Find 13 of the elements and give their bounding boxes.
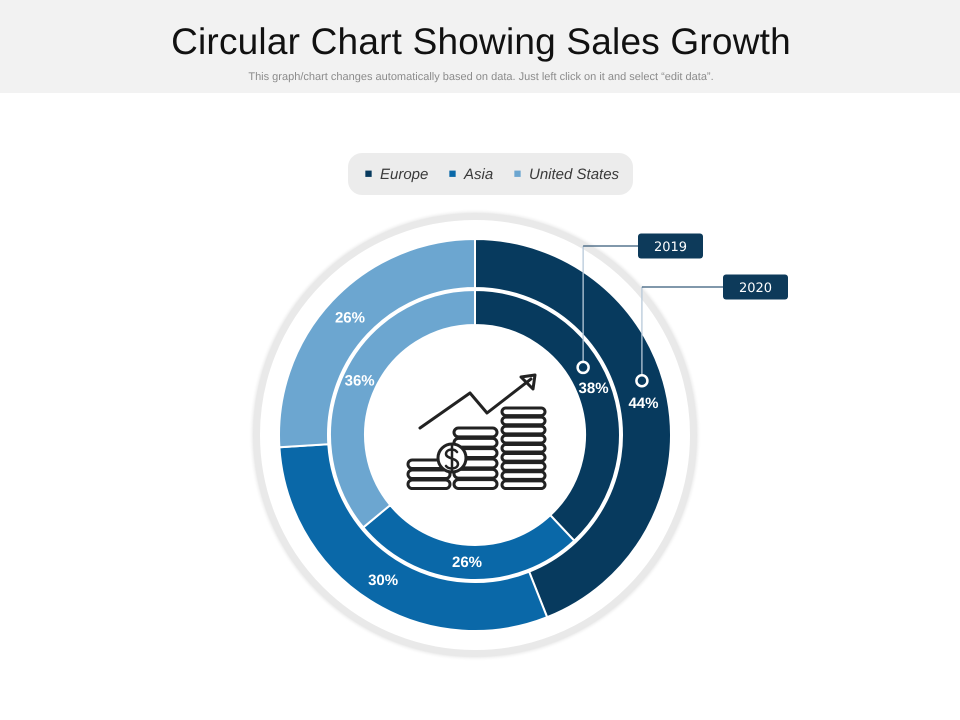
data-label: 26% (452, 554, 482, 572)
data-label: 44% (628, 394, 658, 412)
data-label: 30% (368, 572, 398, 589)
slice-label: 2020 (738, 281, 772, 296)
legend-label: United States (529, 166, 620, 183)
legend-label: Europe (380, 166, 428, 183)
chart-title: Circular Chart Showing Sales Growth (170, 20, 792, 64)
data-label: 36% (344, 372, 375, 390)
data-label: 26% (334, 310, 365, 327)
chart-subtitle: This graph/chart changes automatically based on data. Just left click on it and select “edit data”. (247, 70, 715, 84)
data-label: 38% (578, 380, 609, 398)
slice-label: 2019 (654, 240, 688, 255)
legend-label: Asia (463, 166, 494, 183)
